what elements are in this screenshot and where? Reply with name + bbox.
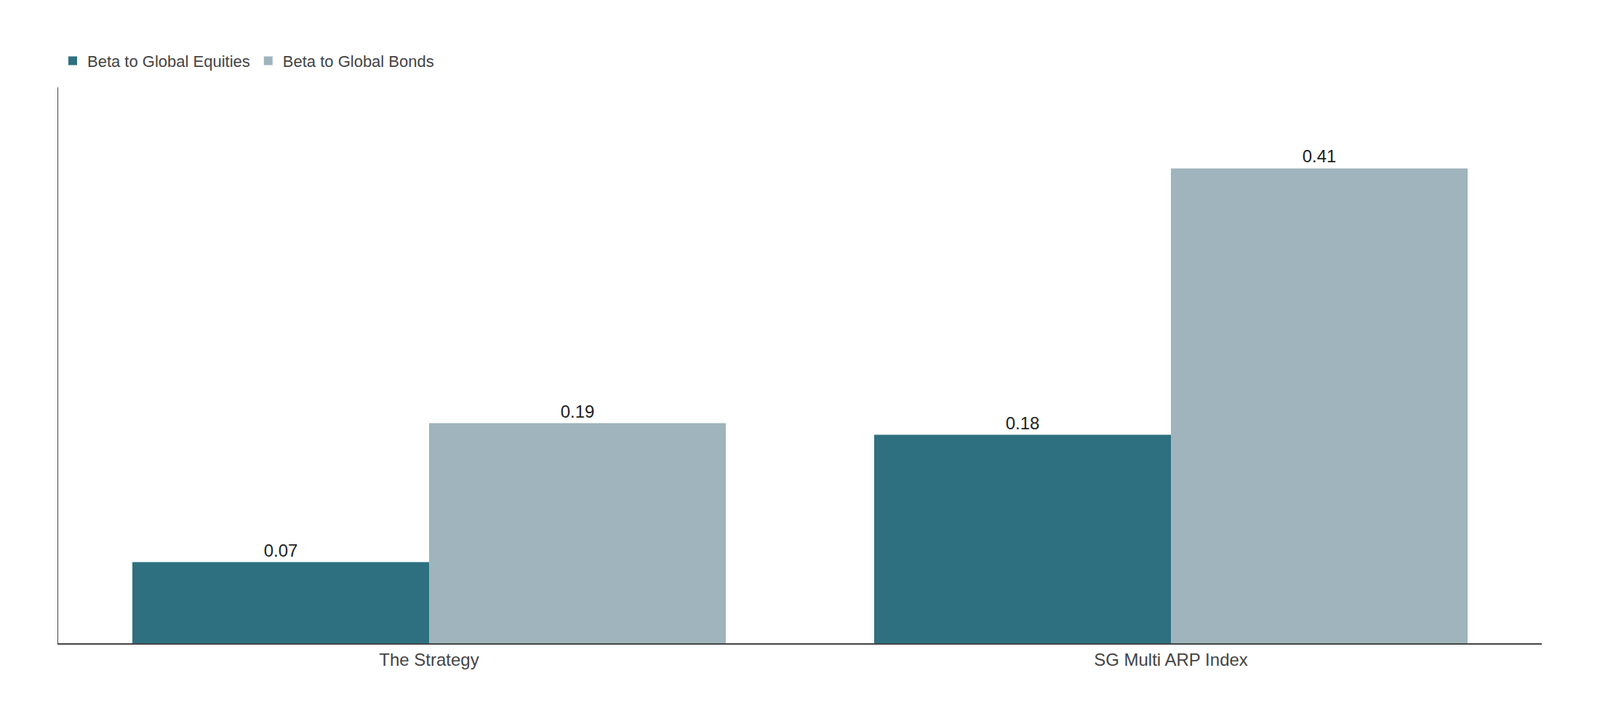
svg-text:Beta to Global Equities: Beta to Global Equities — [87, 52, 251, 71]
svg-text:Beta to Global Bonds: Beta to Global Bonds — [282, 52, 435, 71]
svg-text:0.07: 0.07 — [264, 540, 299, 560]
svg-text:SG Multi ARP Index: SG Multi ARP Index — [1093, 649, 1248, 670]
svg-text:0.41: 0.41 — [1302, 146, 1337, 166]
svg-text:0.19: 0.19 — [560, 401, 595, 422]
svg-text:0.18: 0.18 — [1005, 413, 1040, 433]
svg-text:The Strategy: The Strategy — [378, 649, 479, 670]
